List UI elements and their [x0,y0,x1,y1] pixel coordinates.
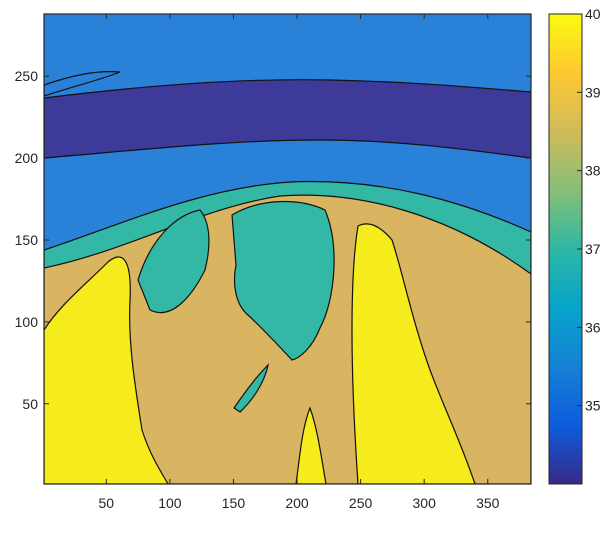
colorbar: 35 36 37 38 39 40 [548,6,601,485]
x-tick-label: 100 [158,495,182,511]
contour-region-blue-sliver [44,71,121,97]
colorbar-tick-label: 39 [585,84,601,100]
x-tick-label: 150 [222,495,246,511]
y-tick-label: 50 [22,396,38,412]
contour-fills [44,71,531,484]
x-tick-label: 50 [99,495,115,511]
y-tick-label: 150 [15,232,39,248]
y-axis: 50 100 150 200 250 [15,68,531,412]
contour-region-yellow-right [351,223,476,484]
colorbar-tick-label: 37 [585,241,601,257]
plot-area: 50 100 150 200 250 300 350 50 100 150 200 250 [15,13,532,511]
x-tick-label: 250 [349,495,373,511]
x-tick-label: 350 [476,495,500,511]
x-tick-label: 300 [413,495,437,511]
x-tick-label: 200 [285,495,309,511]
contour-region-yellow-center [295,406,327,484]
contour-region-yellow-left [44,256,169,484]
contour-region-purple-band [44,79,531,159]
plot-frame [43,13,532,485]
y-tick-label: 200 [15,150,39,166]
contour-region-teal-streak [233,363,269,413]
y-tick-label: 100 [15,314,39,330]
colorbar-tick-label: 40 [585,6,601,22]
contour-region-teal-blob [137,209,210,314]
colorbar-gradient [549,14,582,484]
colorbar-tick-label: 35 [585,398,601,414]
colorbar-tick-label: 36 [585,319,601,335]
colorbar-ticks: 35 36 37 38 39 40 [577,6,601,414]
y-tick-label: 250 [15,68,39,84]
contour-region-teal-lobe [231,200,335,361]
x-axis: 50 100 150 200 250 300 350 [99,14,500,511]
colorbar-tick-label: 38 [585,163,601,179]
